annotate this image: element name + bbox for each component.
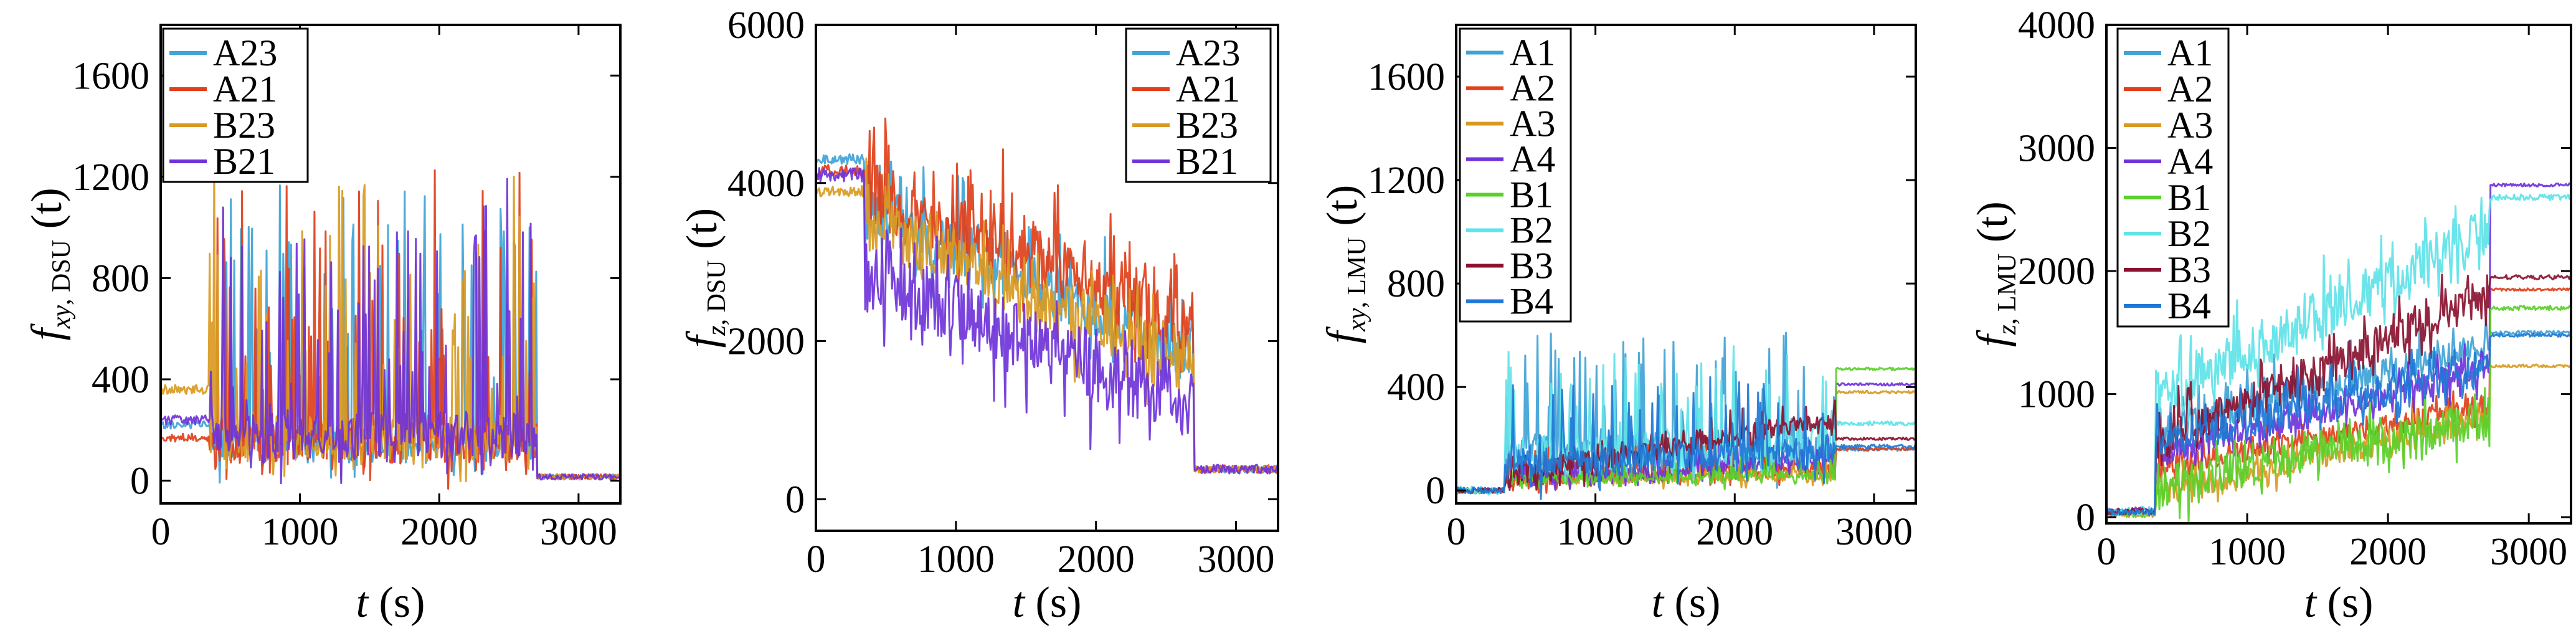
legend-label-A4: A4 — [1510, 139, 1555, 180]
chart-panel-1: 0 1000 2000 3000 0 400 800 1200 1600 t (s) fxy, DS… — [23, 24, 622, 627]
legend-label-B2: B2 — [2167, 213, 2211, 254]
series-line-B4 — [2106, 332, 2571, 516]
legend-label-A4: A4 — [2167, 141, 2213, 182]
y-tick-label: 1600 — [1368, 56, 1445, 98]
x-tick-label: 2000 — [2349, 531, 2427, 573]
x-tick-label: 2000 — [400, 511, 478, 553]
y-tick-label: 1600 — [72, 55, 149, 97]
y-axis-label: fz, DSU (t) — [678, 208, 731, 348]
plot-frame — [159, 24, 622, 505]
series-line-B4 — [1456, 376, 1916, 500]
series-line-A21 — [161, 169, 620, 490]
x-axis-label: t (s) — [356, 579, 425, 627]
legend-label-B3: B3 — [2167, 249, 2211, 290]
legend-label-B2: B2 — [1510, 210, 1553, 251]
y-axis-label: fz, LMU (t) — [1969, 201, 2022, 347]
plot-area — [2106, 182, 2571, 523]
plot-frame — [815, 24, 1279, 532]
legend-label-A3: A3 — [2167, 105, 2213, 146]
legend-box — [1459, 27, 1572, 323]
series-line-B2 — [2106, 193, 2571, 517]
legend-label-B21: B21 — [213, 141, 275, 182]
x-axis-label: t (s) — [1013, 579, 1082, 627]
plot-area — [816, 117, 1278, 475]
legend-label-A2: A2 — [2167, 69, 2213, 110]
plot-area — [1456, 331, 1916, 500]
legend-label-A23: A23 — [213, 32, 277, 74]
y-tick-label: 0 — [2076, 497, 2095, 539]
x-tick-label: 3000 — [2490, 531, 2567, 573]
legend-label-A23: A23 — [1176, 32, 1240, 74]
chart-panel-2: 0 1000 2000 3000 0 2000 4000 6000 t (s) fz, DSU (… — [678, 4, 1279, 627]
legend-label-A2: A2 — [1510, 68, 1555, 109]
plot-area — [161, 169, 620, 490]
series-line-B1 — [1456, 366, 1916, 494]
x-tick-label: 3000 — [1198, 538, 1275, 581]
x-tick-label: 2000 — [1696, 511, 1773, 553]
plot-frame — [1455, 24, 1917, 505]
y-tick-label: 1200 — [72, 156, 149, 199]
y-tick-label: 1200 — [1368, 159, 1445, 202]
legend-label-A3: A3 — [1510, 103, 1555, 145]
series-line-B3 — [2106, 274, 2571, 516]
y-tick-label: 400 — [92, 359, 149, 401]
legend-label-B1: B1 — [1510, 174, 1553, 216]
x-tick-label: 1000 — [2209, 531, 2286, 573]
legend-label-B4: B4 — [2167, 285, 2211, 326]
y-tick-label: 0 — [130, 460, 149, 502]
y-tick-label: 800 — [1387, 263, 1445, 305]
x-tick-label: 2000 — [1058, 538, 1135, 581]
x-axis-label: t (s) — [1652, 579, 1721, 627]
series-line-A4 — [1456, 382, 1916, 494]
x-tick-label: 0 — [2097, 531, 2116, 573]
legend-label-A1: A1 — [2167, 32, 2213, 74]
y-tick-label: 4000 — [727, 163, 805, 205]
legend-box — [162, 27, 309, 183]
series-line-B23 — [816, 157, 1278, 473]
legend-label-A1: A1 — [1510, 32, 1555, 74]
x-tick-label: 1000 — [917, 538, 995, 581]
y-tick-label: 2000 — [727, 321, 805, 363]
x-tick-label: 0 — [151, 511, 171, 553]
legend-label-B3: B3 — [1510, 245, 1553, 287]
plot-frame — [2105, 24, 2572, 525]
x-axis-label: t (s) — [2304, 579, 2374, 627]
legend-box — [2116, 27, 2230, 328]
series-line-B1 — [2106, 305, 2571, 523]
legend-label-B1: B1 — [2167, 177, 2211, 218]
legend-label-B21: B21 — [1176, 141, 1238, 182]
x-tick-label: 0 — [807, 538, 826, 581]
x-tick-label: 3000 — [540, 511, 617, 553]
y-axis-label: fxy, DSU (t) — [23, 188, 76, 340]
y-tick-label: 1000 — [2018, 374, 2095, 416]
legend-label-B4: B4 — [1510, 281, 1553, 322]
series-line-B2 — [1456, 345, 1916, 496]
y-tick-label: 4000 — [2018, 4, 2095, 47]
x-tick-label: 3000 — [1835, 511, 1913, 553]
y-tick-label: 2000 — [2018, 250, 2095, 293]
y-tick-label: 400 — [1387, 366, 1445, 409]
x-tick-label: 1000 — [262, 511, 339, 553]
y-tick-label: 3000 — [2018, 128, 2095, 170]
chart-panel-3: 0 1000 2000 3000 0 400 800 1200 1600 t (s) fxy, LM… — [1319, 24, 1917, 627]
y-tick-label: 800 — [92, 257, 149, 300]
y-tick-label: 0 — [785, 478, 805, 521]
legend-label-B23: B23 — [1176, 105, 1238, 146]
legend-label-A21: A21 — [213, 69, 277, 110]
y-tick-label: 0 — [1426, 470, 1445, 512]
legend-label-B23: B23 — [213, 105, 275, 146]
x-tick-label: 1000 — [1557, 511, 1634, 553]
chart-panel-4: 0 1000 2000 3000 0 1000 2000 3000 4000 t (s) fz, L… — [1969, 4, 2572, 627]
y-axis-label: fxy, LMU (t) — [1319, 185, 1371, 344]
legend-label-A21: A21 — [1176, 69, 1240, 110]
series-line-B21 — [161, 178, 620, 485]
series-line-B21 — [816, 167, 1278, 475]
y-tick-label: 6000 — [727, 4, 805, 47]
x-tick-label: 0 — [1447, 511, 1466, 553]
